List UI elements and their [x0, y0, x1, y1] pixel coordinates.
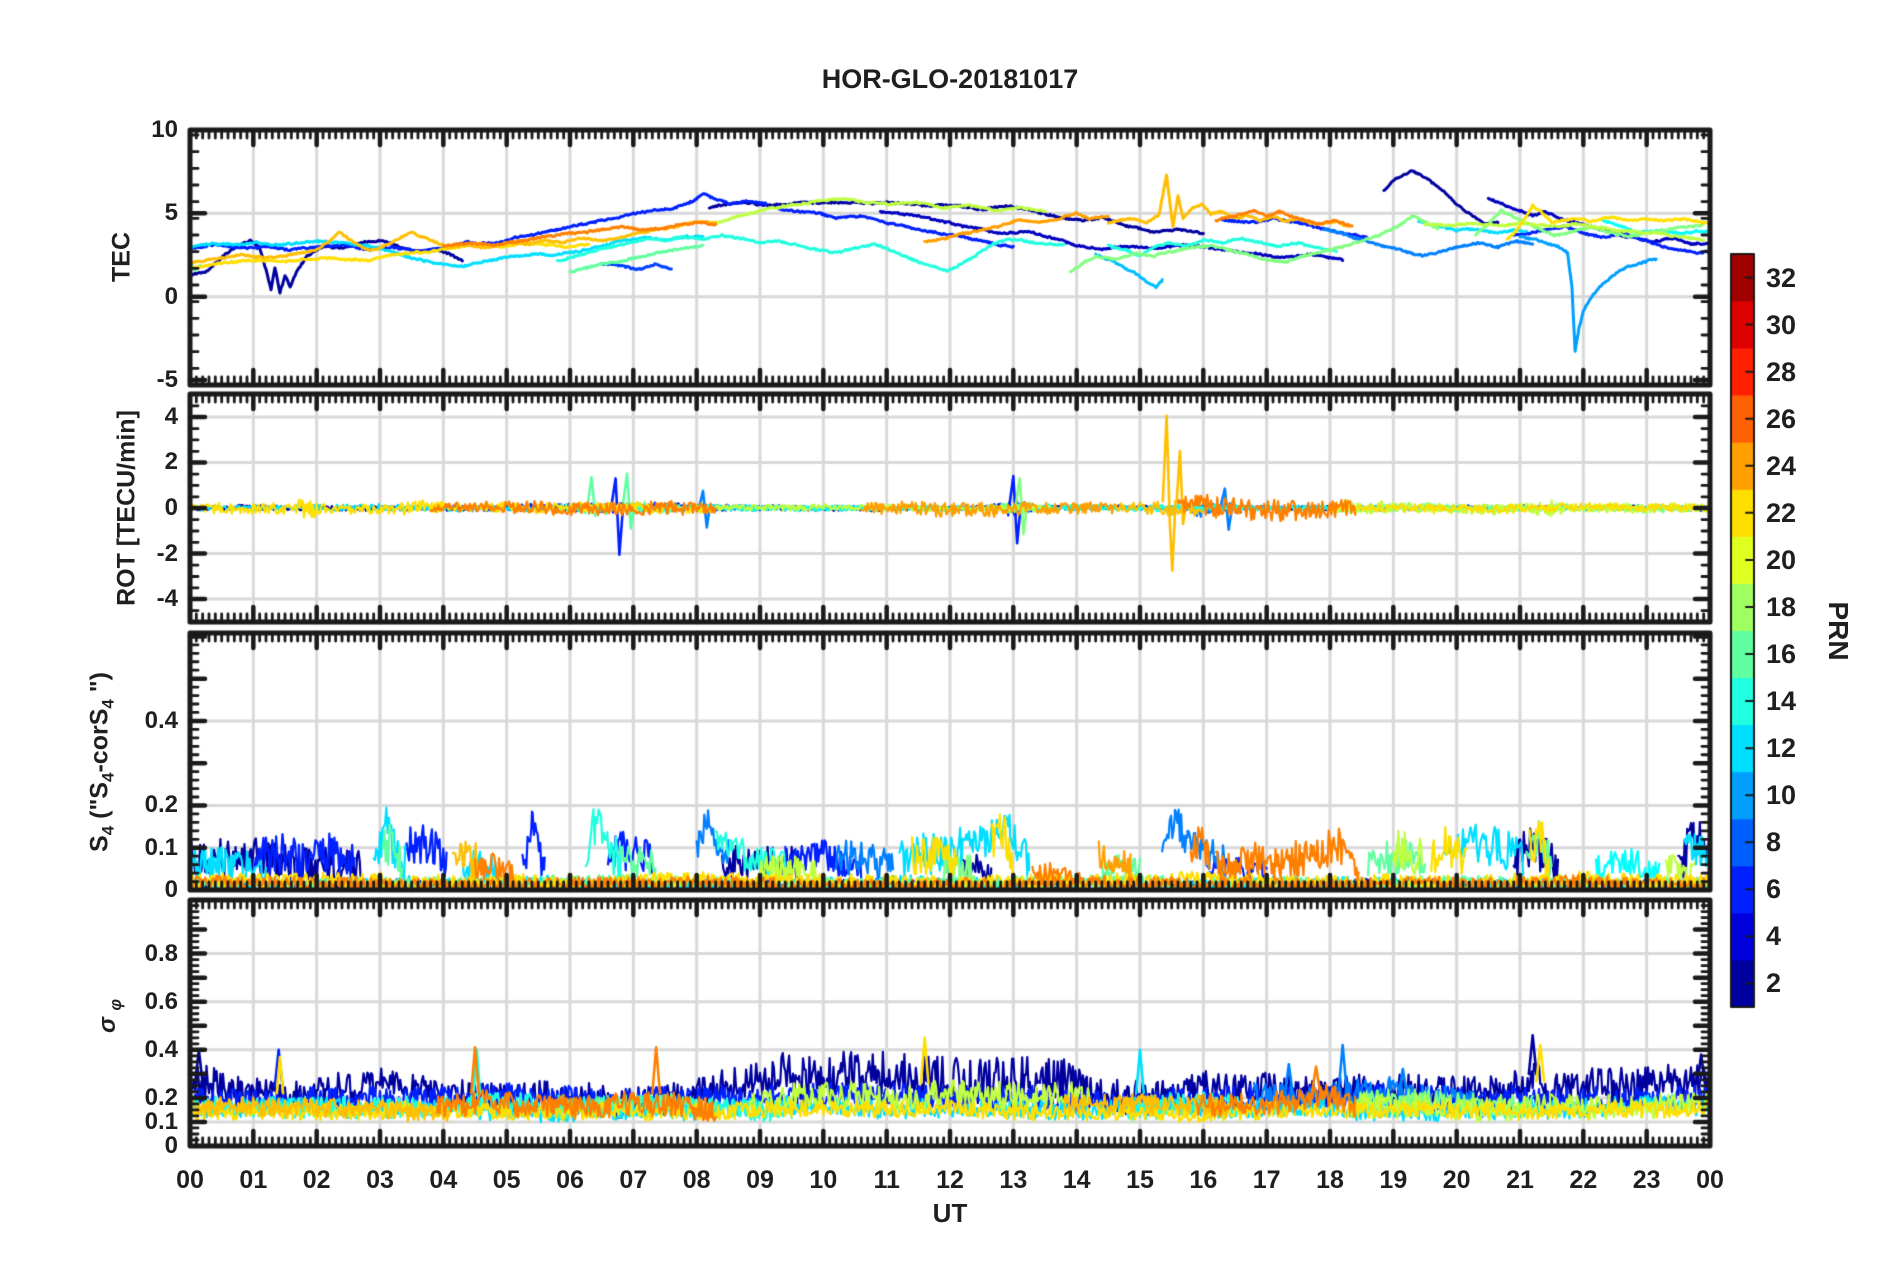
x-tick-label: 00 — [176, 1166, 204, 1194]
colorbar-tick-label: 6 — [1766, 874, 1782, 905]
colorbar-tick-label: 8 — [1766, 827, 1782, 858]
x-tick-label: 11 — [873, 1166, 900, 1194]
colorbar-title: PRN — [1823, 601, 1854, 661]
x-tick-label: 17 — [1252, 1166, 1281, 1194]
colorbar-tick-label: 30 — [1766, 309, 1797, 340]
x-tick-label: 00 — [1696, 1166, 1724, 1194]
colorbar-tick-label: 18 — [1766, 591, 1797, 622]
x-tick-label: 21 — [1506, 1166, 1534, 1194]
y-tick-label-sigma_phi: 0.1 — [144, 1107, 178, 1135]
y-axis-title-s4: S4 ("S4-corS4 ") — [85, 672, 118, 852]
y-tick-label-rot: -4 — [156, 585, 178, 613]
y-axis-title-tec: TEC — [107, 232, 136, 282]
x-tick-label: 20 — [1442, 1166, 1471, 1194]
x-tick-label: 10 — [809, 1166, 838, 1194]
x-tick-label: 02 — [302, 1166, 331, 1194]
x-tick-label: 07 — [619, 1166, 648, 1194]
y-tick-label-sigma_phi: 0.2 — [144, 1083, 178, 1111]
x-tick-label: 05 — [492, 1166, 521, 1194]
colorbar-tick-label: 4 — [1766, 921, 1782, 952]
x-tick-label: 13 — [999, 1166, 1028, 1194]
x-tick-label: 03 — [366, 1166, 394, 1194]
x-tick-label: 19 — [1379, 1166, 1408, 1194]
colorbar-tick-label: 24 — [1766, 450, 1797, 481]
colorbar-tick-label: 20 — [1766, 544, 1797, 575]
colorbar-tick-label: 10 — [1766, 780, 1797, 811]
colorbar-tick-label: 14 — [1766, 686, 1797, 717]
y-tick-label-rot: 2 — [164, 448, 178, 476]
y-tick-label-tec: 0 — [164, 282, 178, 310]
x-tick-label: 09 — [746, 1166, 774, 1194]
x-tick-label: 14 — [1062, 1166, 1091, 1194]
colorbar-tick-label: 28 — [1766, 356, 1797, 387]
y-tick-label-rot: 0 — [164, 494, 178, 521]
colorbar-tick-label: 16 — [1766, 639, 1797, 670]
y-tick-label-s4: 0.1 — [144, 833, 178, 861]
y-tick-label-tec: 10 — [151, 116, 178, 143]
y-tick-label-s4: 0.2 — [144, 791, 178, 819]
colorbar-tick-label: 32 — [1766, 262, 1797, 293]
x-tick-label: 23 — [1632, 1166, 1661, 1194]
x-tick-label: 15 — [1126, 1166, 1154, 1194]
y-tick-label-rot: -2 — [156, 539, 178, 567]
x-tick-label: 01 — [239, 1166, 268, 1194]
y-tick-label-s4: 0.4 — [144, 706, 178, 734]
y-tick-label-tec: 5 — [164, 199, 178, 227]
colorbar-tick-label: 26 — [1766, 403, 1797, 434]
chart-title: HOR-GLO-20181017 — [821, 64, 1079, 94]
colorbar-tick-label: 22 — [1766, 497, 1797, 528]
x-axis-title: UT — [932, 1198, 968, 1228]
y-tick-label-sigma_phi: 0.6 — [144, 987, 178, 1015]
y-tick-label-sigma_phi: 0.4 — [144, 1035, 178, 1063]
y-tick-label-rot: 4 — [164, 402, 178, 430]
x-tick-label: 12 — [936, 1166, 964, 1194]
y-tick-label-sigma_phi: 0.8 — [144, 939, 178, 967]
x-tick-label: 22 — [1569, 1166, 1598, 1194]
x-tick-label: 04 — [429, 1166, 458, 1194]
x-tick-label: 16 — [1189, 1166, 1218, 1194]
x-tick-label: 08 — [682, 1166, 711, 1194]
x-tick-label: 18 — [1316, 1166, 1344, 1194]
y-tick-label-s4: 0 — [164, 876, 178, 903]
colorbar-tick-label: 2 — [1766, 968, 1782, 999]
y-tick-label-sigma_phi: 0 — [164, 1132, 178, 1159]
x-tick-label: 06 — [556, 1166, 584, 1194]
y-tick-label-tec: -5 — [156, 366, 178, 393]
colorbar-tick-label: 12 — [1766, 733, 1797, 764]
